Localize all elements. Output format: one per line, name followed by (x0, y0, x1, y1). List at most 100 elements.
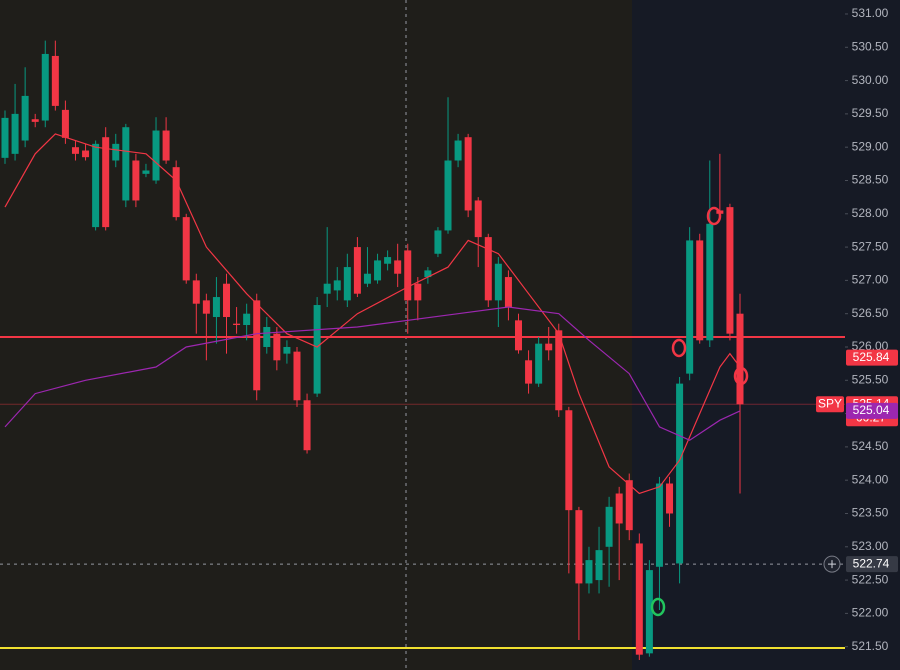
candle-body (21, 95, 29, 141)
indicator-line (4, 306, 741, 441)
crosshair-label-bg (846, 556, 898, 573)
symbol-label-bg (816, 396, 844, 413)
candle-body (736, 313, 744, 405)
candle-body (323, 283, 331, 294)
price-label: 525.84 (853, 350, 890, 364)
candle-body (212, 297, 220, 318)
candle-body (696, 240, 704, 341)
y-tick-label: 524.50 (852, 439, 889, 453)
candle-body (565, 410, 573, 511)
y-tick-label: 528.00 (852, 206, 889, 220)
candle-body (51, 55, 59, 106)
candle-body (303, 400, 311, 451)
candle-body (494, 263, 502, 301)
y-tick-label: 530.50 (852, 39, 889, 53)
marker-circle (650, 597, 666, 617)
candle-body (595, 550, 603, 581)
candle-body (243, 313, 251, 326)
y-tick-label: 522.50 (852, 572, 889, 586)
marker-circle (671, 338, 687, 358)
candle-body (645, 570, 653, 654)
candle-body (333, 280, 341, 291)
price-label: 525.04 (853, 403, 890, 417)
candle-body (605, 506, 613, 547)
candle-body (172, 167, 180, 218)
candle-body (514, 320, 522, 351)
candle-body (384, 257, 392, 264)
candle-body (313, 305, 321, 394)
candle-body (676, 383, 684, 564)
candle-body (474, 200, 482, 238)
y-tick-label: 522.00 (852, 606, 889, 620)
y-tick-label: 527.00 (852, 273, 889, 287)
y-tick-label: 529.00 (852, 139, 889, 153)
candle-body (223, 283, 231, 318)
candle-body (132, 160, 140, 201)
candle-body (233, 323, 241, 326)
candle-body (273, 333, 281, 361)
marker-circle (733, 366, 749, 386)
candle-body (263, 327, 271, 347)
candle-body (142, 170, 150, 174)
y-tick-label: 529.50 (852, 106, 889, 120)
plot: 531.00 530.50 530.00 529.50 529.00 528.50 528.… (0, 6, 898, 661)
candle-body (504, 277, 512, 308)
candle-body (11, 113, 19, 154)
candle-body (253, 300, 261, 391)
candle-body (706, 223, 714, 341)
candle-body (102, 137, 110, 228)
y-tick-label: 525.50 (852, 372, 889, 386)
candle-body (525, 360, 533, 384)
candle-body (615, 493, 623, 524)
candle-body (686, 240, 694, 374)
candle-body (363, 273, 371, 284)
y-tick-label: 530.00 (852, 73, 889, 87)
y-tick-label: 523.00 (852, 539, 889, 553)
candle-body (374, 260, 382, 281)
y-tick-label: 523.50 (852, 506, 889, 520)
candle-body (726, 207, 734, 334)
price-label-bg (846, 402, 898, 419)
candle-body (666, 483, 674, 514)
candle-body (585, 560, 593, 584)
candle-body (92, 143, 100, 228)
candle-body (464, 137, 472, 211)
candle-body (444, 160, 452, 231)
candle-body (575, 510, 583, 584)
candle-body (655, 483, 663, 567)
symbol-label: SPY (818, 396, 842, 410)
y-tick-label: 531.00 (852, 6, 889, 20)
candle-body (454, 140, 462, 161)
y-tick-label: 528.50 (852, 173, 889, 187)
candle-body (182, 217, 190, 281)
candle-body (625, 480, 633, 531)
candle-body (71, 147, 79, 154)
candle-body (283, 346, 291, 354)
indicator-line (4, 133, 741, 495)
y-tick-label: 527.50 (852, 239, 889, 253)
price-label-bg (846, 349, 898, 366)
candle-body (31, 119, 39, 122)
candle-body (414, 283, 422, 301)
crosshair-label: 522.74 (853, 556, 890, 570)
candle-body (484, 237, 492, 301)
candle-body (152, 130, 160, 181)
candle-body (404, 250, 412, 301)
candle-body (41, 53, 49, 121)
candle-body (162, 130, 170, 161)
candle-body (112, 143, 120, 161)
candle-body (353, 247, 361, 294)
candle-body (555, 330, 563, 411)
candle-body (293, 351, 301, 401)
candle-body (192, 280, 200, 304)
candle-body (424, 270, 432, 278)
y-tick-label: 521.50 (852, 639, 889, 653)
marker-circle (706, 206, 722, 226)
candle-body (82, 150, 90, 158)
candle-body (394, 260, 402, 274)
y-tick-label: 526.50 (852, 306, 889, 320)
candle-body (635, 543, 643, 655)
candle-body (61, 109, 69, 138)
candle-body (434, 230, 442, 254)
